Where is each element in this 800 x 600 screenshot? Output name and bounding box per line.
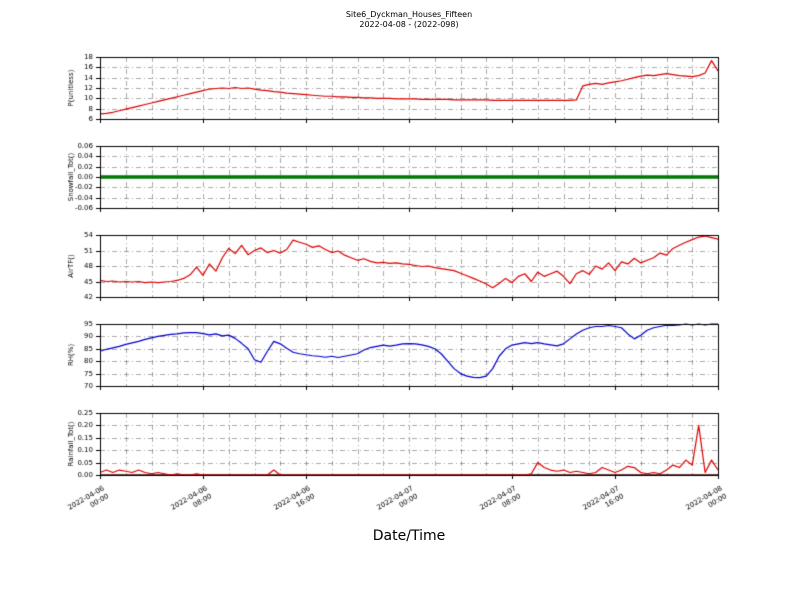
chart-title-line1: Site6_Dyckman_Houses_Fifteen: [345, 10, 473, 19]
x-axis-label: Date/Time: [372, 528, 446, 544]
chart-title-line2: 2022-04-08 - (2022-098): [359, 20, 459, 29]
chart-title: Site6_Dyckman_Houses_Fifteen 2022-04-08 …: [100, 10, 718, 30]
